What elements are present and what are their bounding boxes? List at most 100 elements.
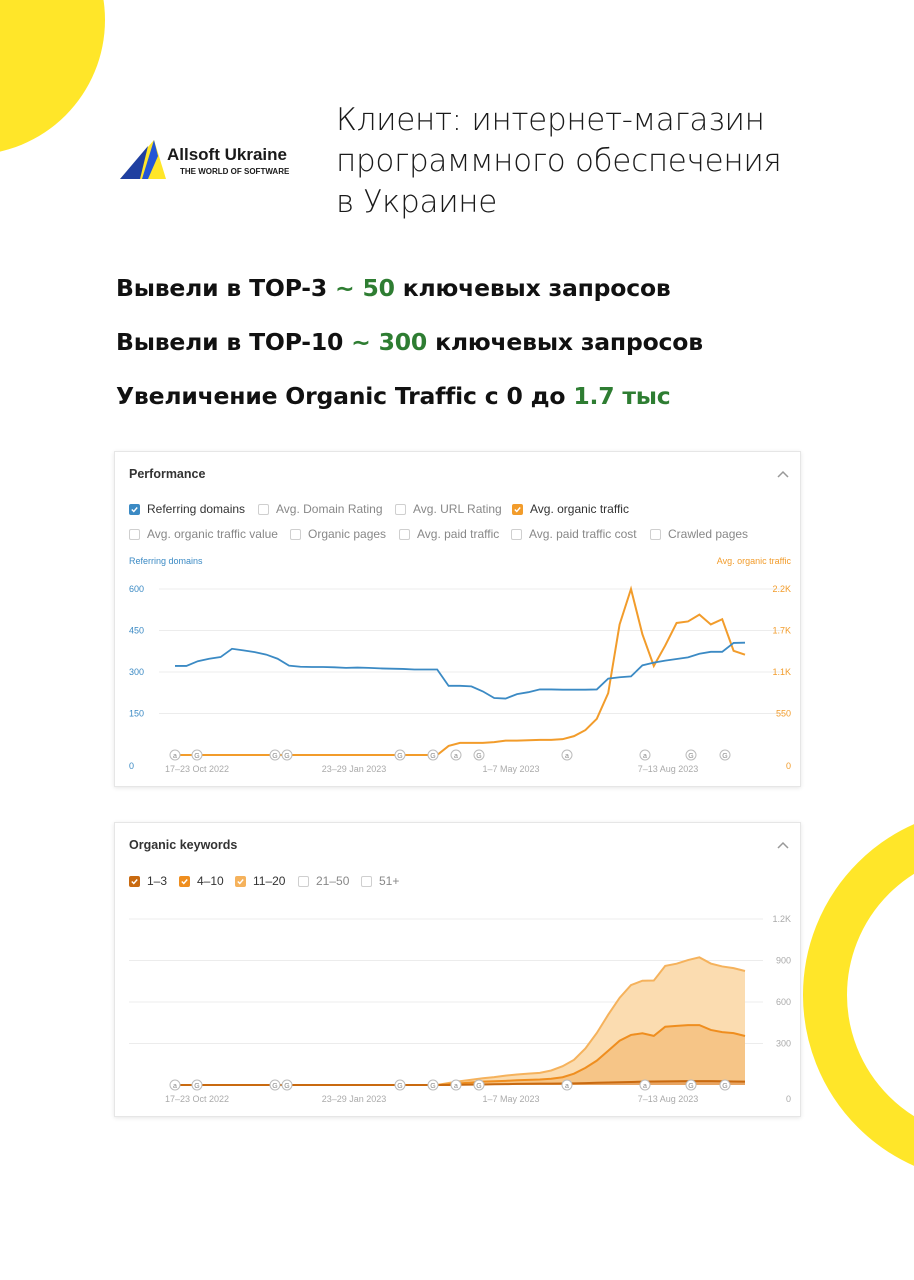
- annotation-marker-icon[interactable]: G: [281, 1079, 293, 1091]
- annotation-marker-icon[interactable]: G: [685, 749, 697, 761]
- collapse-chevron-icon[interactable]: [776, 840, 790, 850]
- checkbox-icon[interactable]: [511, 528, 522, 540]
- series-11-20-area: [175, 957, 745, 1085]
- checkbox-icon[interactable]: [129, 528, 140, 540]
- checkbox-icon[interactable]: [399, 528, 410, 540]
- option-avg-paid-traffic[interactable]: Avg. paid traffic: [399, 527, 499, 541]
- annotation-marker-icon[interactable]: G: [685, 1079, 697, 1091]
- checkbox-icon[interactable]: [298, 875, 309, 887]
- option-1-3[interactable]: 1–3: [129, 874, 167, 888]
- annotation-marker-icon[interactable]: G: [394, 1079, 406, 1091]
- svg-text:a: a: [454, 1083, 458, 1090]
- checkbox-icon[interactable]: [179, 875, 190, 887]
- performance-panel: Performance Referring domains Avg. Domain…: [114, 451, 801, 787]
- svg-text:G: G: [272, 1083, 277, 1090]
- option-label: 11–20: [253, 874, 286, 888]
- option-label: Avg. paid traffic: [417, 527, 500, 541]
- checkbox-icon[interactable]: [235, 875, 246, 887]
- annotation-marker-icon[interactable]: G: [427, 1079, 439, 1091]
- checkbox-icon[interactable]: [650, 528, 661, 540]
- option-avg-paid-traffic-cost[interactable]: Avg. paid traffic cost: [511, 527, 637, 541]
- annotation-marker-icon[interactable]: G: [427, 749, 439, 761]
- option-crawled-pages[interactable]: Crawled pages: [650, 527, 748, 541]
- option-21-50[interactable]: 21–50: [298, 874, 349, 888]
- option-11-20[interactable]: 11–20: [235, 874, 285, 888]
- svg-text:G: G: [688, 1083, 693, 1090]
- svg-text:G: G: [476, 1083, 481, 1090]
- checkbox-icon[interactable]: [258, 503, 269, 515]
- right-tick-label: 1.1K: [772, 667, 791, 677]
- checkbox-icon[interactable]: [512, 503, 523, 515]
- svg-text:G: G: [430, 1083, 435, 1090]
- checkbox-icon[interactable]: [129, 875, 140, 887]
- x-tick-label: 17–23 Oct 2022: [165, 764, 229, 774]
- option-label: Avg. Domain Rating: [276, 502, 383, 516]
- x-tick-label: 23–29 Jan 2023: [322, 764, 387, 774]
- collapse-chevron-icon[interactable]: [776, 469, 790, 479]
- option-label: Avg. URL Rating: [413, 502, 502, 516]
- option-organic-pages[interactable]: Organic pages: [290, 527, 386, 541]
- yellow-circle-top-left: [0, 0, 105, 152]
- right-tick-label: 300: [776, 1039, 791, 1049]
- x-tick-label: 17–23 Oct 2022: [165, 1094, 229, 1104]
- svg-text:G: G: [722, 753, 727, 760]
- left-tick-label: 450: [129, 626, 144, 636]
- client-line-2: программного обеспечения: [336, 143, 782, 179]
- annotation-marker-icon[interactable]: G: [191, 1079, 203, 1091]
- claim-top10-value: ~ 300: [351, 328, 428, 356]
- annotation-marker-icon[interactable]: a: [450, 1079, 462, 1091]
- series-4-10-area: [175, 1025, 745, 1085]
- svg-text:G: G: [397, 1083, 402, 1090]
- checkbox-icon[interactable]: [361, 875, 372, 887]
- option-label: Referring domains: [147, 502, 246, 516]
- right-tick-label: 550: [776, 709, 791, 719]
- option-label: Crawled pages: [668, 527, 749, 541]
- annotation-marker-icon[interactable]: a: [169, 1079, 181, 1091]
- checkbox-icon[interactable]: [395, 503, 406, 515]
- annotation-marker-icon[interactable]: G: [473, 1079, 485, 1091]
- option-label: 4–10: [197, 874, 224, 888]
- option-label: 1–3: [147, 874, 168, 888]
- claim-traffic-value: 1.7 тыс: [573, 382, 671, 410]
- right-tick-label: 2.2K: [772, 584, 791, 594]
- annotation-marker-icon[interactable]: G: [191, 749, 203, 761]
- claim-traffic-pre: Увеличение Organic Traffic с 0 до: [116, 382, 566, 410]
- annotation-marker-icon[interactable]: G: [281, 749, 293, 761]
- option-51[interactable]: 51+: [361, 874, 399, 888]
- option-avg-url-rating[interactable]: Avg. URL Rating: [395, 502, 502, 516]
- svg-text:G: G: [284, 753, 289, 760]
- annotation-marker-icon[interactable]: G: [473, 749, 485, 761]
- option-4-10[interactable]: 4–10: [179, 874, 224, 888]
- claim-top10-pre: Вывели в TOP-10: [116, 328, 344, 356]
- option-label: Organic pages: [308, 527, 387, 541]
- annotation-marker-icon[interactable]: a: [639, 1079, 651, 1091]
- checkbox-icon[interactable]: [129, 503, 140, 515]
- right-tick-label: 0: [786, 1094, 791, 1104]
- annotation-marker-icon[interactable]: G: [719, 749, 731, 761]
- option-avg-domain-rating[interactable]: Avg. Domain Rating: [258, 502, 383, 516]
- annotation-marker-icon[interactable]: G: [269, 749, 281, 761]
- annotation-marker-icon[interactable]: a: [561, 749, 573, 761]
- series-line-referring-domains: [175, 641, 746, 700]
- svg-text:G: G: [194, 1083, 199, 1090]
- svg-text:G: G: [397, 753, 402, 760]
- keywords-panel: Organic keywords 1–3 4–10 11–20 21–50 51+ 1.…: [114, 822, 801, 1117]
- annotation-marker-icon[interactable]: a: [561, 1079, 573, 1091]
- series-1-3-area: [175, 1081, 745, 1085]
- annotation-marker-icon[interactable]: G: [394, 749, 406, 761]
- option-referring-domains[interactable]: Referring domains: [129, 502, 245, 516]
- right-tick-label: 0: [786, 761, 791, 771]
- annotation-marker-icon[interactable]: G: [269, 1079, 281, 1091]
- annotation-marker-icon[interactable]: a: [450, 749, 462, 761]
- annotation-marker-icon[interactable]: a: [639, 749, 651, 761]
- checkbox-icon[interactable]: [290, 528, 301, 540]
- claim-top3-post: ключевых запросов: [402, 274, 671, 302]
- annotation-marker-icon[interactable]: G: [719, 1079, 731, 1091]
- left-axis-label: Referring domains: [129, 556, 203, 566]
- annotation-marker-icon[interactable]: a: [169, 749, 181, 761]
- x-tick-label: 23–29 Jan 2023: [322, 1094, 387, 1104]
- option-label: Avg. organic traffic: [530, 502, 629, 516]
- option-avg-organic-traffic[interactable]: Avg. organic traffic: [512, 502, 629, 516]
- option-avg-organic-traffic-value[interactable]: Avg. organic traffic value: [129, 527, 278, 541]
